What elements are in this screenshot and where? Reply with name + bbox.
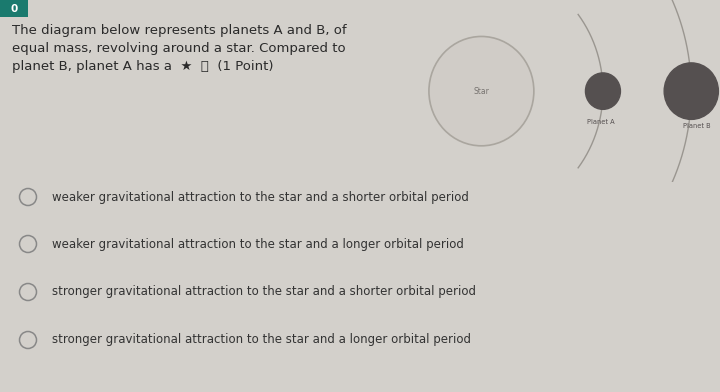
Text: 0: 0: [10, 4, 17, 14]
Text: Planet B: Planet B: [683, 123, 711, 129]
Text: planet B, planet A has a  ★  ⧉  (1 Point): planet B, planet A has a ★ ⧉ (1 Point): [12, 60, 274, 73]
Bar: [0, 0, 28, 17]
Ellipse shape: [585, 73, 621, 109]
Ellipse shape: [429, 36, 534, 146]
Ellipse shape: [664, 63, 719, 120]
Text: stronger gravitational attraction to the star and a longer orbital period: stronger gravitational attraction to the…: [52, 334, 471, 347]
Text: The diagram below represents planets A and B, of: The diagram below represents planets A a…: [12, 24, 346, 37]
Text: stronger gravitational attraction to the star and a shorter orbital period: stronger gravitational attraction to the…: [52, 285, 476, 298]
Text: Planet A: Planet A: [588, 120, 615, 125]
Text: weaker gravitational attraction to the star and a longer orbital period: weaker gravitational attraction to the s…: [52, 238, 464, 250]
Text: equal mass, revolving around a star. Compared to: equal mass, revolving around a star. Com…: [12, 42, 346, 55]
Text: weaker gravitational attraction to the star and a shorter orbital period: weaker gravitational attraction to the s…: [52, 191, 469, 203]
Text: Star: Star: [474, 87, 490, 96]
